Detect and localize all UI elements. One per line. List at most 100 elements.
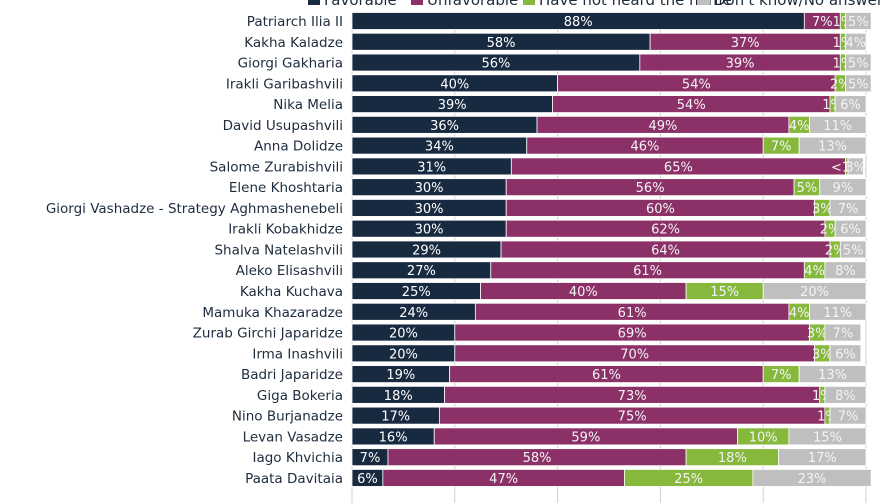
data-label-favorable-iago-khvichia: 7%	[360, 451, 381, 466]
data-label-don-t-know-no-answer-irakli-kobakhidze: 6%	[840, 223, 861, 238]
bar-don-t-know-no-answer-paata-davitaia	[752, 469, 872, 487]
legend-label-not-heard: Have not heard the name	[539, 0, 732, 9]
category-label-giga-bokeria: Giga Bokeria	[257, 388, 343, 404]
data-label-unfavorable-giorgi-gakharia: 39%	[726, 57, 755, 72]
bar-don-t-know-no-answer-giorgi-gakharia	[845, 53, 872, 72]
category-label-iago-khvichia: Iago Khvichia	[252, 450, 343, 466]
data-label-have-not-heard-the-name-anna-dolidze: 7%	[771, 140, 792, 155]
legend-swatch-dont-know	[698, 0, 710, 5]
data-label-don-t-know-no-answer-patriarch-ilia-ii: 5%	[848, 15, 869, 30]
category-label-irakli-kobakhidze: Irakli Kobakhidze	[228, 222, 343, 238]
category-label-mamuka-khazaradze: Mamuka Khazaradze	[202, 305, 343, 321]
data-label-favorable-giorgi-vashadze-strategy-aghmashenebeli: 30%	[415, 202, 444, 217]
bar-don-t-know-no-answer-irakli-kobakhidze	[834, 219, 867, 238]
data-label-favorable-zurab-girchi-japaridze: 20%	[389, 327, 418, 342]
data-label-have-not-heard-the-name-paata-davitaia: 25%	[674, 472, 703, 487]
data-label-favorable-aleko-elisashvili: 27%	[407, 264, 436, 279]
data-label-have-not-heard-the-name-aleko-elisashvili: 4%	[804, 264, 825, 279]
category-label-shalva-natelashvili: Shalva Natelashvili	[214, 242, 343, 258]
bar-don-t-know-no-answer-nino-burjanadze	[829, 406, 867, 425]
data-label-favorable-giorgi-gakharia: 56%	[481, 57, 510, 72]
category-label-nika-melia: Nika Melia	[273, 97, 343, 113]
data-label-don-t-know-no-answer-kakha-kaladze: 4%	[845, 36, 866, 51]
data-label-don-t-know-no-answer-giorgi-gakharia: 5%	[848, 57, 869, 72]
data-label-unfavorable-patriarch-ilia-ii: 7%	[812, 15, 833, 30]
data-label-don-t-know-no-answer-elene-khoshtaria: 9%	[833, 181, 854, 196]
data-label-favorable-mamuka-khazaradze: 24%	[399, 306, 428, 321]
data-label-have-not-heard-the-name-mamuka-khazaradze: 4%	[789, 306, 810, 321]
bar-don-t-know-no-answer-anna-dolidze	[798, 136, 867, 155]
data-label-unfavorable-mamuka-khazaradze: 61%	[618, 306, 647, 321]
data-label-unfavorable-irakli-kobakhidze: 62%	[651, 223, 680, 238]
data-label-have-not-heard-the-name-iago-khvichia: 18%	[718, 451, 747, 466]
data-label-unfavorable-badri-japaridze: 61%	[592, 368, 621, 383]
legend-swatch-not-heard	[523, 0, 535, 5]
data-label-don-t-know-no-answer-zurab-girchi-japaridze: 7%	[833, 327, 854, 342]
data-label-favorable-anna-dolidze: 34%	[425, 140, 454, 155]
data-label-favorable-irakli-garibashvili: 40%	[440, 77, 469, 92]
data-label-have-not-heard-the-name-levan-vasadze: 10%	[749, 430, 778, 445]
bar-don-t-know-no-answer-salome-zurabishvili	[847, 157, 864, 176]
category-label-paata-davitaia: Paata Davitaia	[245, 471, 343, 487]
data-label-unfavorable-nika-melia: 54%	[677, 98, 706, 113]
data-label-don-t-know-no-answer-giorgi-vashadze-strategy-aghmashenebeli: 7%	[838, 202, 859, 217]
data-label-don-t-know-no-answer-iago-khvichia: 17%	[808, 451, 837, 466]
data-label-favorable-patriarch-ilia-ii: 88%	[564, 15, 593, 30]
data-label-don-t-know-no-answer-mamuka-khazaradze: 11%	[823, 306, 852, 321]
data-label-favorable-kakha-kaladze: 58%	[487, 36, 516, 51]
category-label-nino-burjanadze: Nino Burjanadze	[232, 409, 343, 425]
data-label-unfavorable-zurab-girchi-japaridze: 69%	[618, 327, 647, 342]
legend-swatch-unfavorable	[411, 0, 423, 5]
data-label-don-t-know-no-answer-anna-dolidze: 13%	[818, 140, 847, 155]
bar-don-t-know-no-answer-david-usupashvili	[809, 115, 867, 134]
category-label-badri-japaridze: Badri Japaridze	[241, 367, 343, 383]
data-label-don-t-know-no-answer-levan-vasadze: 15%	[813, 430, 842, 445]
data-label-unfavorable-giorgi-vashadze-strategy-aghmashenebeli: 60%	[646, 202, 675, 217]
legend-label-dont-know: Don't know/No answer	[714, 0, 884, 9]
data-label-favorable-shalva-natelashvili: 29%	[412, 243, 441, 258]
legend-label-unfavorable: Unfavorable	[427, 0, 519, 9]
data-label-don-t-know-no-answer-giga-bokeria: 8%	[835, 389, 856, 404]
data-label-favorable-badri-japaridze: 19%	[386, 368, 415, 383]
data-label-favorable-salome-zurabishvili: 31%	[417, 160, 446, 175]
data-label-unfavorable-irakli-garibashvili: 54%	[682, 77, 711, 92]
data-label-unfavorable-irma-inashvili: 70%	[620, 347, 649, 362]
data-label-favorable-david-usupashvili: 36%	[430, 119, 459, 134]
data-label-unfavorable-aleko-elisashvili: 61%	[633, 264, 662, 279]
data-label-don-t-know-no-answer-paata-davitaia: 23%	[798, 472, 827, 487]
data-label-unfavorable-david-usupashvili: 49%	[649, 119, 678, 134]
data-label-unfavorable-paata-davitaia: 47%	[489, 472, 518, 487]
legend-item-favorable: Favorable	[308, 0, 397, 9]
category-label-giorgi-gakharia: Giorgi Gakharia	[238, 56, 343, 72]
data-label-unfavorable-shalva-natelashvili: 64%	[651, 243, 680, 258]
category-label-kakha-kaladze: Kakha Kaladze	[244, 35, 343, 51]
data-label-favorable-nika-melia: 39%	[438, 98, 467, 113]
data-label-don-t-know-no-answer-irma-inashvili: 6%	[835, 347, 856, 362]
data-label-favorable-levan-vasadze: 16%	[379, 430, 408, 445]
bar-don-t-know-no-answer-levan-vasadze	[788, 427, 867, 446]
category-label-patriarch-ilia-ii: Patriarch Ilia II	[247, 14, 343, 30]
legend-item-not-heard: Have not heard the name	[523, 0, 732, 9]
data-label-have-not-heard-the-name-badri-japaridze: 7%	[771, 368, 792, 383]
category-label-irma-inashvili: Irma Inashvili	[252, 346, 343, 362]
legend-item-unfavorable: Unfavorable	[411, 0, 518, 9]
bar-don-t-know-no-answer-badri-japaridze	[798, 365, 867, 383]
bar-don-t-know-no-answer-giga-bokeria	[824, 385, 867, 404]
data-label-have-not-heard-the-name-irma-inashvili: 3%	[812, 347, 833, 362]
data-label-unfavorable-giga-bokeria: 73%	[618, 389, 647, 404]
data-label-favorable-elene-khoshtaria: 30%	[415, 181, 444, 196]
bar-don-t-know-no-answer-elene-khoshtaria	[819, 178, 867, 197]
data-label-don-t-know-no-answer-david-usupashvili: 11%	[823, 119, 852, 134]
data-label-favorable-kakha-kuchava: 25%	[402, 285, 431, 300]
data-label-don-t-know-no-answer-badri-japaridze: 13%	[818, 368, 847, 383]
bar-don-t-know-no-answer-zurab-girchi-japaridze	[824, 323, 862, 342]
data-label-have-not-heard-the-name-zurab-girchi-japaridze: 3%	[807, 327, 828, 342]
data-label-favorable-giga-bokeria: 18%	[384, 389, 413, 404]
data-label-unfavorable-kakha-kaladze: 37%	[731, 36, 760, 51]
category-label-anna-dolidze: Anna Dolidze	[254, 139, 343, 155]
legend-item-dont-know: Don't know/No answer	[698, 0, 883, 9]
data-label-don-t-know-no-answer-nika-melia: 6%	[840, 98, 861, 113]
category-label-levan-vasadze: Levan Vasadze	[243, 429, 343, 445]
data-label-favorable-irma-inashvili: 20%	[389, 347, 418, 362]
